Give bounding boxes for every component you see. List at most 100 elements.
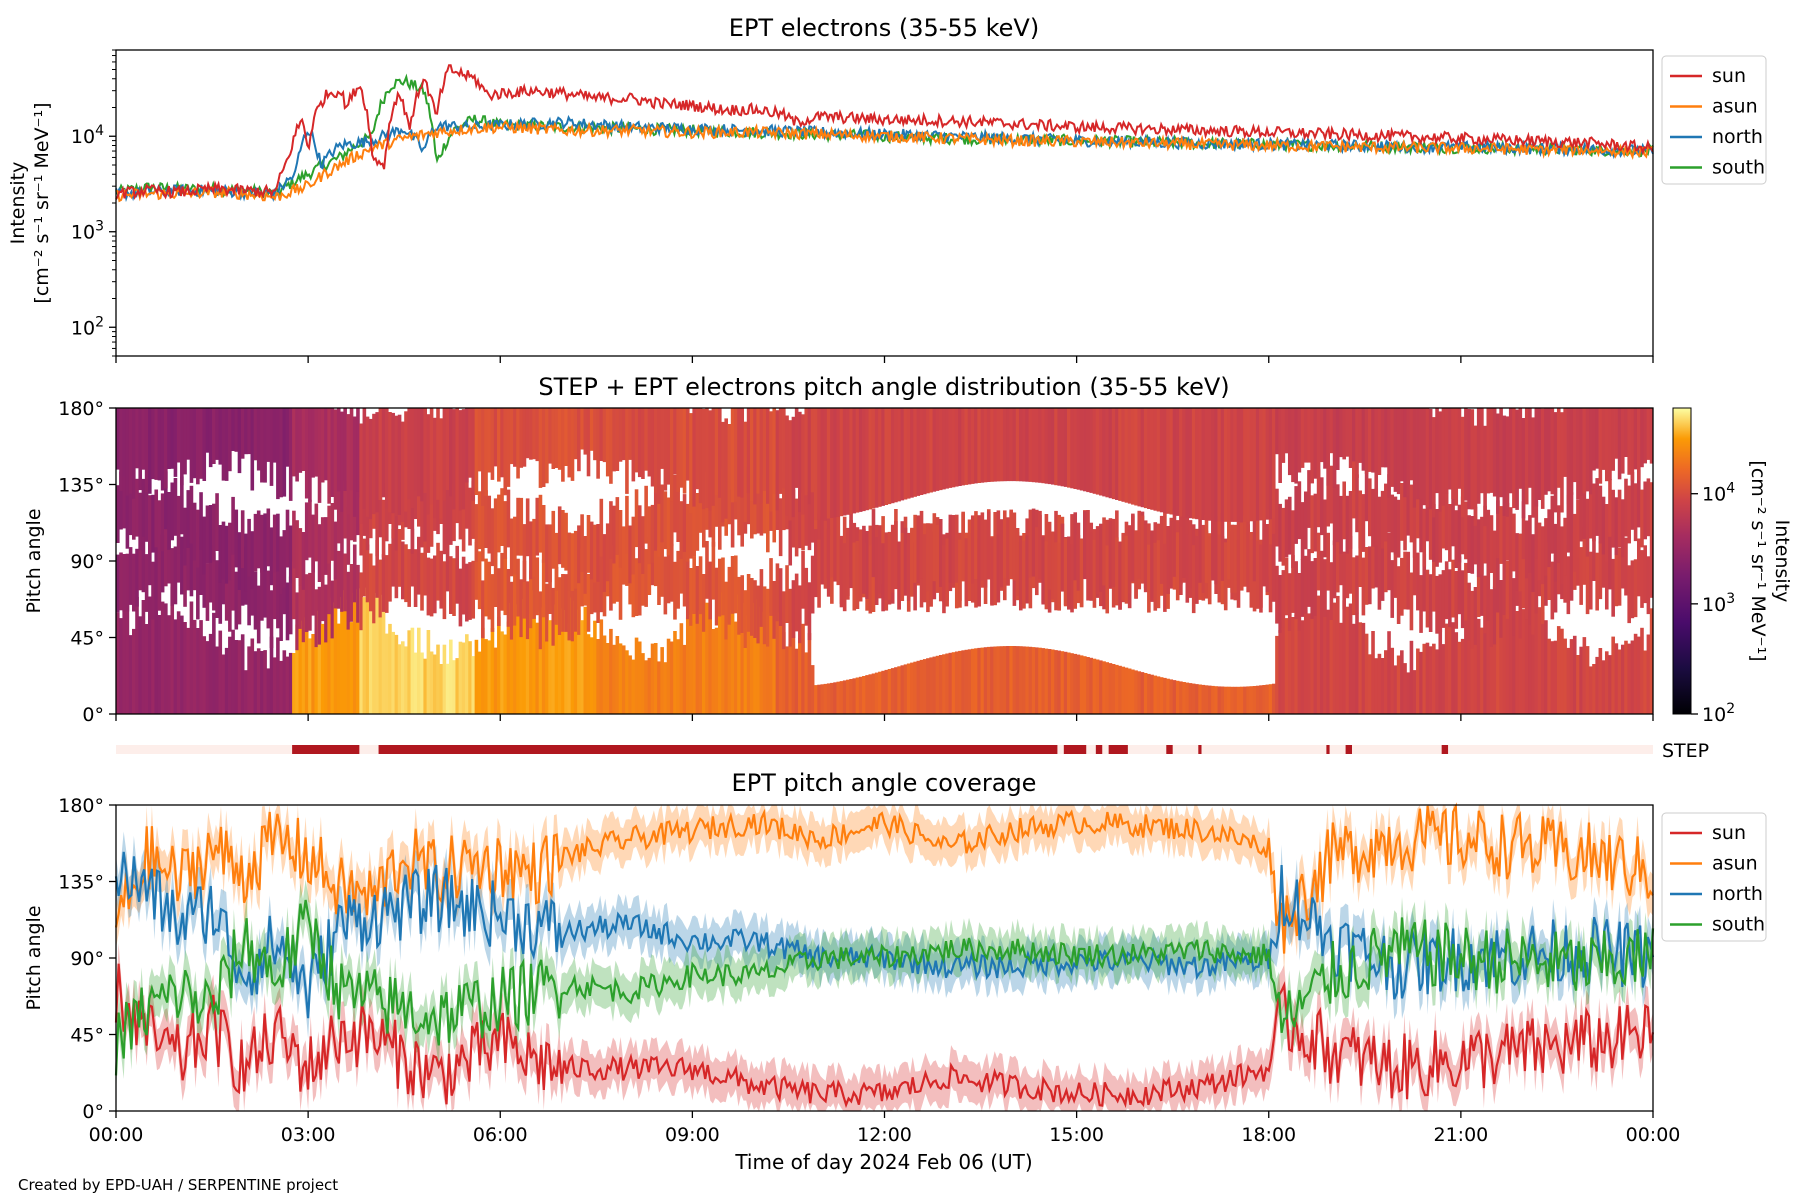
heatmap-cell [817,539,821,608]
heatmap-cell [500,552,504,611]
heatmap-cell [564,610,568,714]
heatmap-cell [154,541,159,600]
heatmap-cell [1303,491,1308,550]
step-interval [378,745,1058,754]
heatmap-cell [589,637,594,714]
heatmap-cell [1409,484,1414,543]
heatmap-cell [1195,408,1199,520]
colorbar-tick-label: 104 [1702,481,1735,506]
heatmap-cell [1521,550,1526,609]
heatmap-cell [1339,495,1343,554]
heatmap-cell [1483,575,1487,634]
heatmap-cell [1313,408,1318,479]
heatmap-cell [945,408,949,489]
heatmap-cell [676,550,680,609]
heatmap-cell [801,550,805,609]
heatmap-cell [295,520,299,578]
heatmap-cell [711,488,716,547]
heatmap-cell [304,574,309,632]
heatmap-cell [945,653,949,714]
heatmap-cell [1489,515,1494,573]
x-tick-label: 18:00 [1241,1124,1296,1146]
coverage-panel-title: EPT pitch angle coverage [732,769,1037,797]
heatmap-cell [340,411,344,512]
step-interval [1063,745,1087,754]
heatmap-cell [164,528,168,587]
heatmap-cell [1185,534,1190,603]
heatmap-cell [1300,408,1305,468]
heatmap-cell [682,548,687,607]
heatmap-cell [1038,408,1042,483]
heatmap-cell [970,515,975,584]
heatmap-cell [167,615,171,714]
heatmap-cell [721,557,725,616]
heatmap-cell [1012,512,1017,581]
heatmap-cell [132,481,136,540]
heatmap-cell [1464,605,1468,714]
heatmap-cell [695,566,700,624]
coverage-line-north [114,851,1655,1019]
heatmap-cell [1095,526,1100,595]
heatmap-cell [1239,686,1244,714]
heatmap-cell [199,408,203,479]
heatmap-cell [1303,555,1308,614]
heatmap-cell [602,534,607,592]
heatmap-cell [497,568,501,626]
heatmap-cell [1150,530,1154,599]
heatmap-cell [1348,535,1353,594]
heatmap-cell [1524,408,1529,505]
heatmap-cell [269,590,274,649]
heatmap-cell [1512,578,1516,636]
heatmap-cell [1515,611,1519,714]
heatmap-cell [461,642,466,714]
heatmap-cell [1038,510,1042,579]
heatmap-cell [1175,408,1180,516]
heatmap-cell [1316,469,1321,528]
heatmap-cell [564,408,568,466]
heatmap-cell [1108,520,1113,589]
intensity-y-unit: [cm⁻² s⁻¹ sr⁻¹ MeV⁻¹] [31,102,53,303]
heatmap-cell [1332,408,1337,488]
heatmap-cell [1047,521,1052,590]
heatmap-cell [333,602,338,714]
heatmap-cell [449,487,453,545]
heatmap-cell [701,489,706,548]
heatmap-cell [1323,611,1327,714]
heatmap-cell [657,408,661,504]
heatmap-cell [340,554,344,612]
heatmap-cell [1099,660,1103,714]
heatmap-cell [1582,408,1587,494]
heatmap-cell [1400,650,1404,714]
heatmap-cell [244,670,248,714]
heatmap-cell [791,623,796,714]
heatmap-cell [1323,408,1327,469]
legend-label-north: north [1712,883,1763,905]
heatmap-cell [1547,638,1551,714]
heatmap-cell [1291,408,1295,483]
heatmap-cell [506,621,511,714]
heatmap-cell [868,545,873,614]
heatmap-cell [493,549,498,607]
intensity-series-lines [115,64,1654,203]
heatmap-cell [1230,524,1234,593]
heatmap-cell [785,565,789,623]
heatmap-cell [442,496,447,555]
heatmap-cell [240,547,245,606]
heatmap-cell [1352,460,1356,519]
heatmap-cell [750,578,754,636]
heatmap-cell [119,618,123,714]
heatmap-cell [737,594,741,714]
heatmap-cell [525,408,530,459]
heatmap-cell [657,661,661,714]
heatmap-cell [589,521,594,580]
heatmap-cell [1390,494,1395,553]
heatmap-cell [487,561,492,620]
heatmap-cell [359,588,363,714]
heatmap-cell [1592,483,1596,542]
heatmap-cell [122,408,126,477]
heatmap-cell [993,646,997,714]
heatmap-cell [1630,472,1635,530]
heatmap-cell [1262,685,1266,714]
y-tick-label: 90° [70,551,104,573]
heatmap-cell [301,408,306,471]
